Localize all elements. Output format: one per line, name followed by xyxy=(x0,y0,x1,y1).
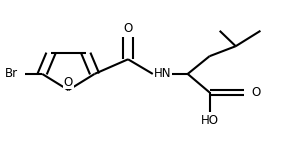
Text: HN: HN xyxy=(154,67,172,80)
Text: HO: HO xyxy=(200,114,219,127)
Text: O: O xyxy=(123,22,133,35)
Text: O: O xyxy=(64,76,73,89)
Text: Br: Br xyxy=(5,67,18,80)
Text: O: O xyxy=(252,86,261,99)
